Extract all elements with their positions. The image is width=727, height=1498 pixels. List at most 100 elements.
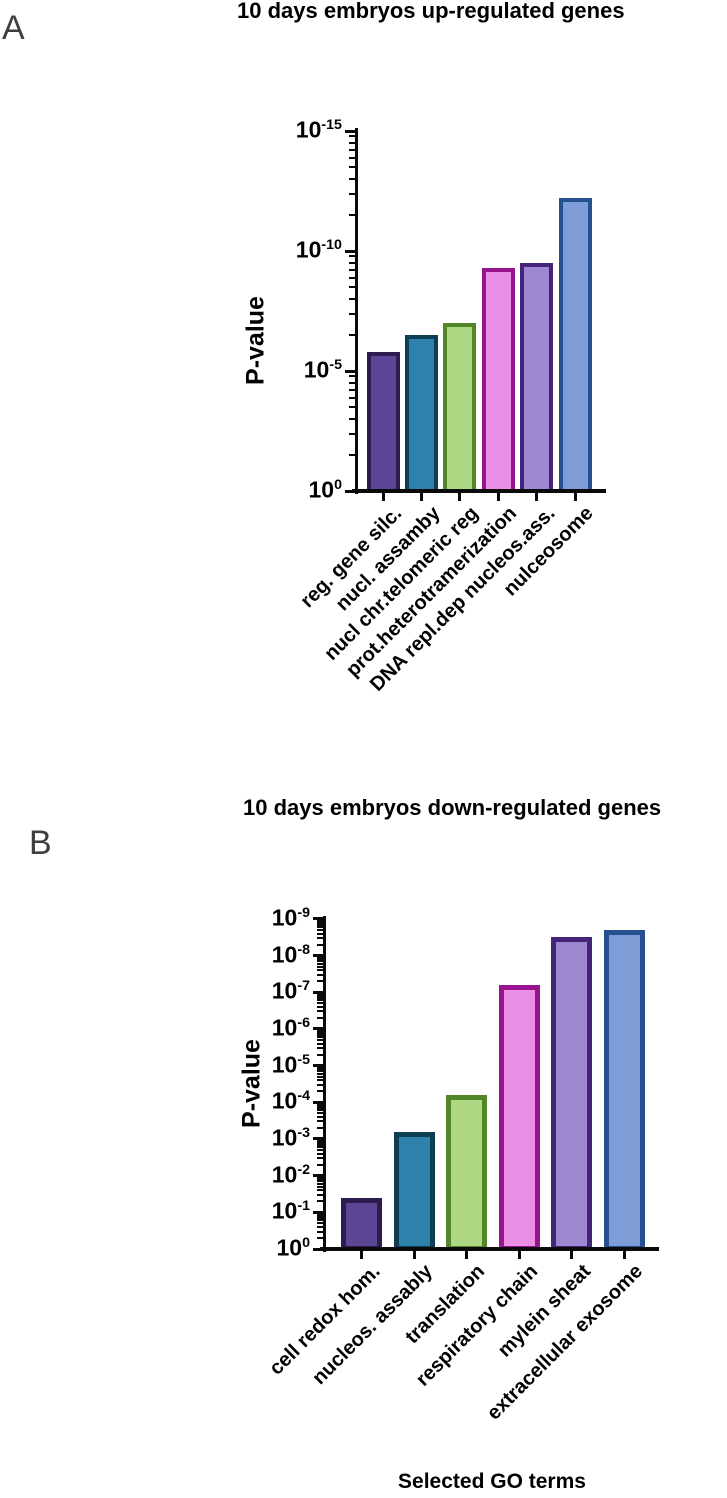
y-minor-tick [317,1120,323,1123]
panel-b-title: 10 days embryos down-regulated genes [243,795,662,820]
y-minor-tick [317,1102,323,1105]
y-tick-label: 10-15 [295,116,342,143]
y-major-tick [313,1100,323,1104]
y-minor-tick [317,923,323,926]
bar-mylein-sheat [551,937,593,1251]
x-axis-line [352,489,606,493]
panel-b-letter: B [29,824,52,862]
y-minor-tick [317,1079,323,1082]
y-minor-tick [349,148,355,151]
y-minor-tick [317,992,323,995]
y-minor-tick [317,1217,323,1219]
y-major-tick [313,1210,323,1214]
y-minor-tick [317,1005,323,1008]
x-tick [573,493,577,501]
y-tick-label: 100 [276,1234,310,1261]
y-minor-tick [317,1182,323,1185]
y-minor-tick [317,937,323,940]
y-minor-tick [349,141,355,144]
y-major-tick [313,990,323,994]
y-minor-tick [317,1189,323,1192]
y-major-tick [313,1174,323,1178]
x-tick [465,1251,469,1259]
y-minor-tick [317,1115,323,1118]
x-tick [412,1251,416,1259]
y-tick-label: 10-10 [295,236,342,263]
y-minor-tick [349,432,355,435]
y-major-tick [345,369,355,373]
y-minor-tick [317,956,323,959]
bar-prot-heterotramerization [481,267,515,493]
y-major-tick [313,1247,323,1251]
y-minor-tick [317,960,323,963]
x-tick [420,493,424,501]
y-minor-tick [317,1047,323,1050]
y-minor-tick [317,1090,323,1093]
y-major-tick [313,1064,323,1068]
y-minor-tick [317,1075,323,1078]
y-minor-tick [317,980,323,983]
y-minor-tick [317,1141,323,1144]
y-tick-label: 100 [308,476,342,503]
y-minor-tick [317,1230,323,1233]
y-minor-tick [317,965,323,968]
y-minor-tick [317,932,323,935]
x-tick [458,493,462,501]
y-minor-tick [317,1225,323,1228]
y-minor-tick [317,1107,323,1109]
y-minor-tick [349,192,355,195]
y-minor-tick [317,1016,323,1019]
x-tick [622,1251,626,1259]
y-minor-tick [317,1200,323,1203]
bar-reg-gene-silc- [366,351,400,493]
y-minor-tick [349,255,355,258]
x-tick [360,1251,364,1259]
y-minor-tick [317,921,323,924]
y-axis-line [355,128,358,494]
y-minor-tick [349,388,355,391]
y-minor-tick [349,268,355,271]
y-minor-tick [317,1213,323,1215]
y-minor-tick [317,1185,323,1188]
y-minor-tick [317,996,323,999]
bar-cell-redox-hom- [341,1197,383,1251]
y-major-tick [345,129,355,133]
y-minor-tick [349,286,355,289]
y-minor-tick [317,919,323,922]
y-minor-tick [317,1193,323,1196]
bar-nucl-chr-telomeric-reg [443,323,477,493]
y-tick-label: 10-1 [271,1197,310,1224]
x-category-label: nulceosome [0,502,598,600]
y-minor-tick [349,297,355,300]
y-minor-tick [349,406,355,409]
y-minor-tick [317,973,323,976]
y-minor-tick [349,333,355,336]
y-minor-tick [349,417,355,420]
y-minor-tick [317,1042,323,1045]
y-minor-tick [317,1219,323,1222]
y-minor-tick [317,1178,323,1181]
bar-translation [446,1094,488,1251]
y-tick-label: 10-6 [271,1014,310,1041]
bar-respiratory-chain [498,984,540,1251]
y-minor-tick [349,276,355,279]
y-minor-tick [317,1039,323,1042]
y-tick-label: 10-5 [303,356,342,383]
y-minor-tick [349,135,355,138]
y-minor-tick [317,1163,323,1166]
y-minor-tick [317,1176,323,1179]
x-axis-line [320,1247,659,1251]
y-minor-tick [317,962,323,965]
y-minor-tick [317,1143,323,1146]
y-major-tick [345,489,355,493]
y-minor-tick [317,1112,323,1115]
y-minor-tick [317,1104,323,1107]
bar-nucleos-assably [393,1131,435,1251]
y-minor-tick [317,1010,323,1013]
y-minor-tick [317,1157,323,1160]
bar-nulceosome [558,198,592,493]
y-minor-tick [349,453,355,456]
y-tick-label: 10-4 [271,1087,310,1114]
